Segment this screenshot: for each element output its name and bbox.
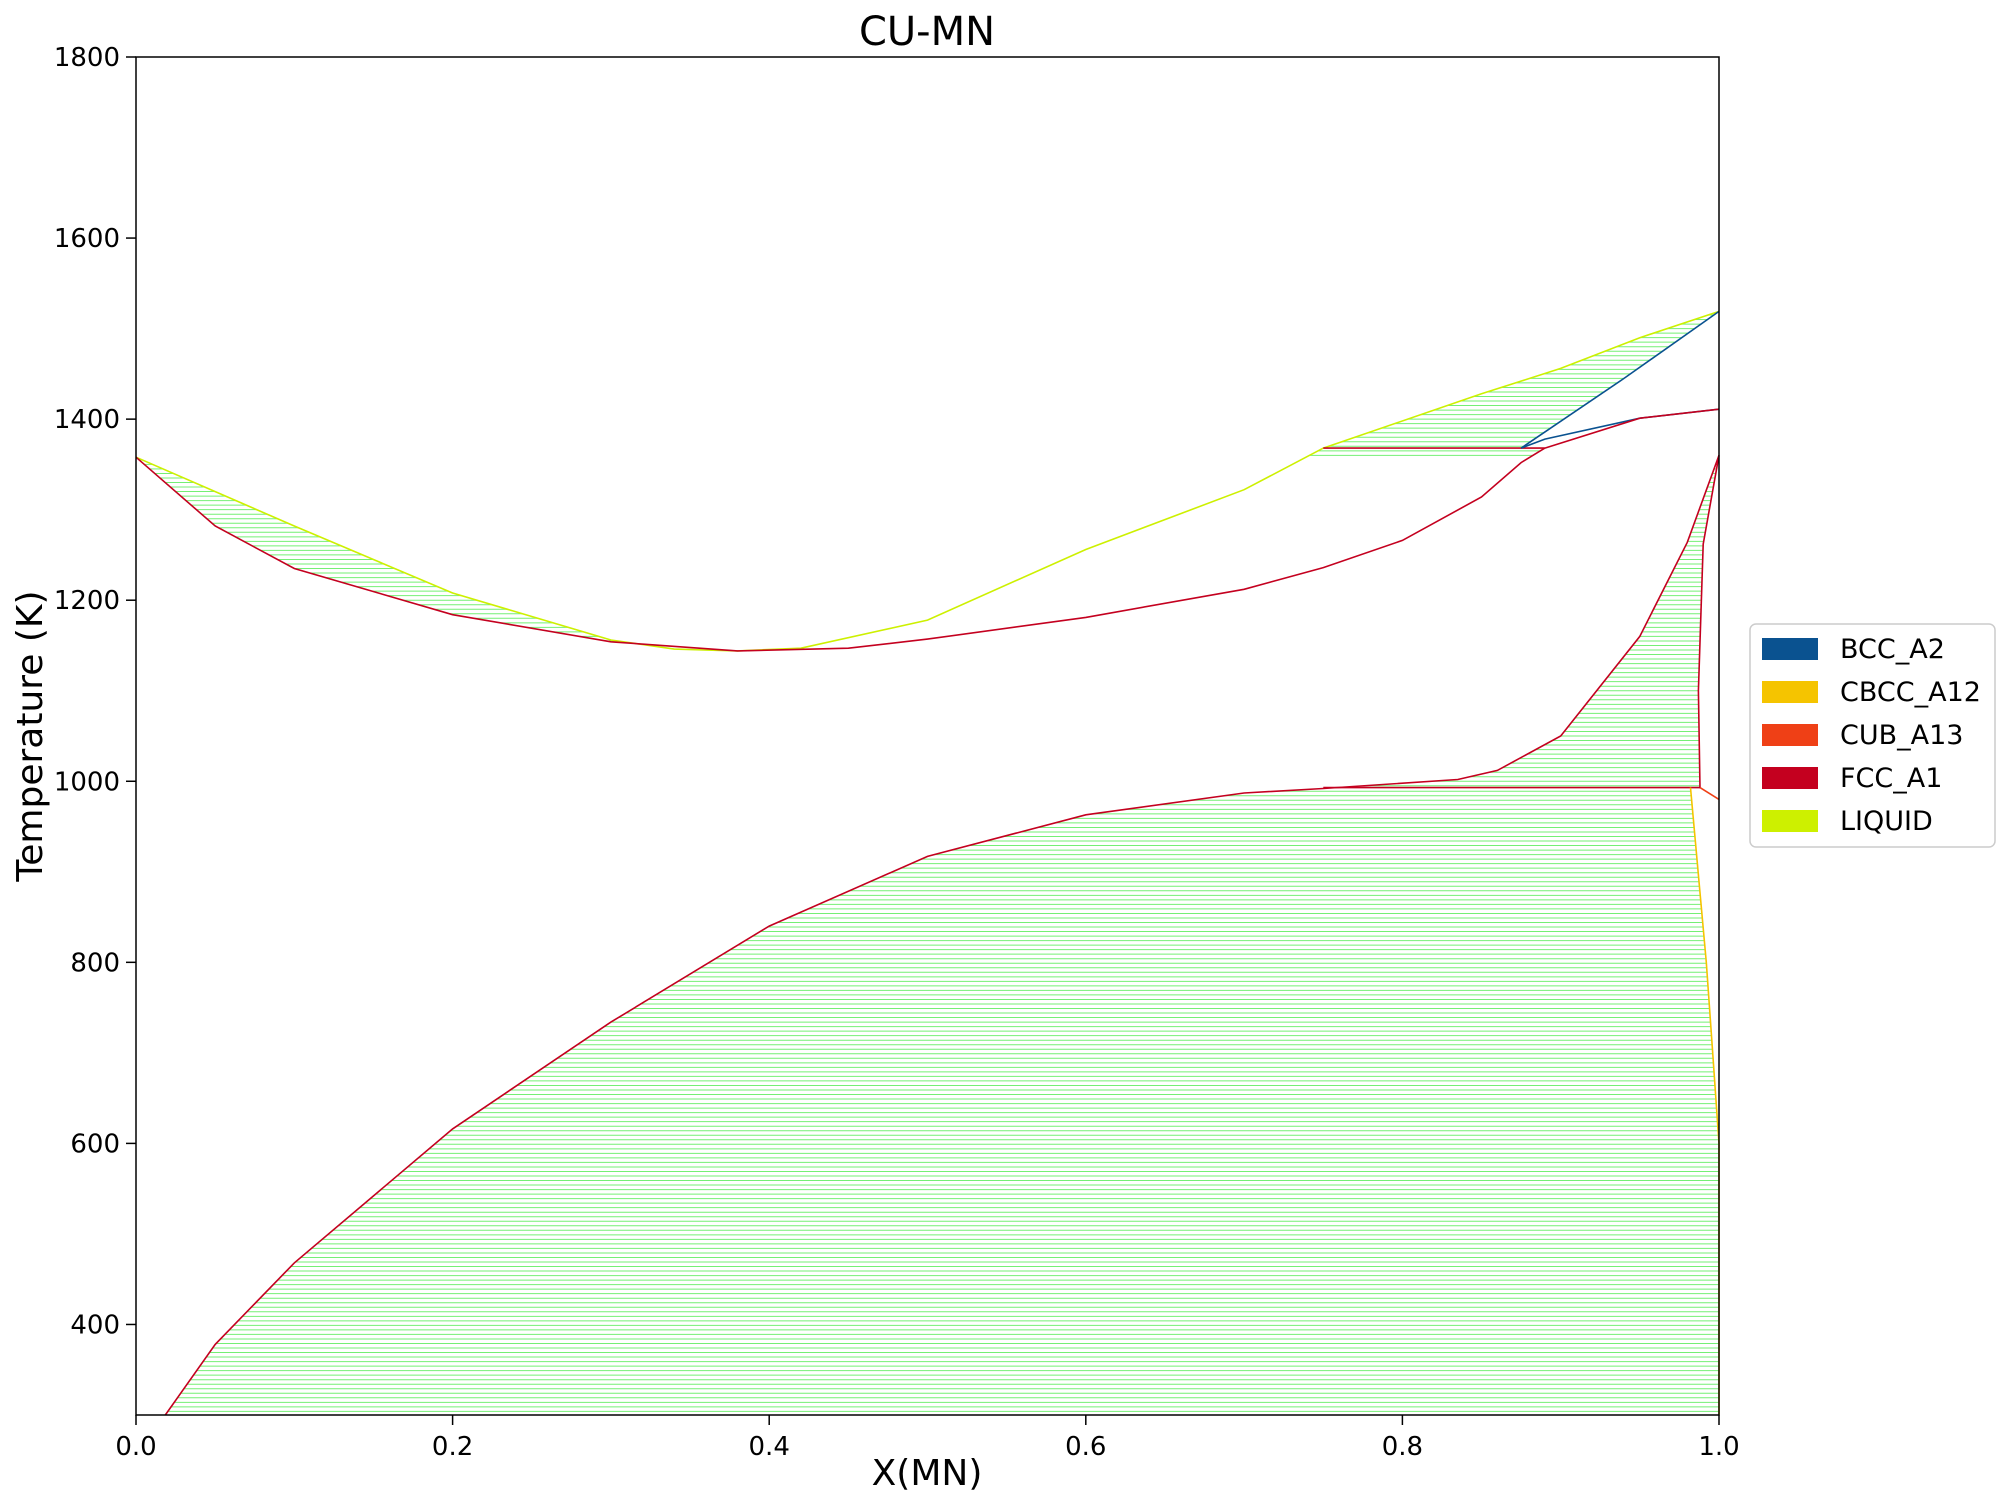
x-tick-label: 0.0 <box>115 1432 156 1462</box>
legend-label: BCC_A2 <box>1840 634 1945 665</box>
y-axis-ticks: 400 600 800 1000 1200 1400 1600 1800 <box>54 43 136 1340</box>
legend-label: LIQUID <box>1840 806 1933 837</box>
x-axis-label: X(MN) <box>872 1453 983 1494</box>
x-tick-label: 0.6 <box>1065 1432 1106 1462</box>
plot-frame <box>135 56 1720 1416</box>
phase-boundary-curves <box>135 310 1720 1416</box>
legend-swatch <box>1762 681 1818 703</box>
x-tick-label: 0.2 <box>432 1432 473 1462</box>
y-tick-label: 1800 <box>54 43 120 73</box>
phase-boundary-cub_a13 <box>1699 786 1720 801</box>
legend-swatch <box>1762 767 1818 789</box>
y-tick-label: 1600 <box>54 224 120 254</box>
chart-title: CU-MN <box>859 9 995 55</box>
x-axis-ticks: 0.0 0.2 0.4 0.6 0.8 1.0 <box>115 1415 1740 1462</box>
legend-label: FCC_A1 <box>1840 763 1942 794</box>
y-axis-label: Temperature (K) <box>10 590 51 882</box>
legend-swatch <box>1762 638 1818 660</box>
y-tick-label: 1400 <box>54 405 120 435</box>
x-tick-label: 0.4 <box>749 1432 790 1462</box>
legend-swatch <box>1762 810 1818 832</box>
y-tick-label: 600 <box>70 1129 120 1159</box>
y-tick-label: 400 <box>70 1310 120 1340</box>
tie-lines <box>139 314 1719 1412</box>
phase-boundary-fcc_a1 <box>164 455 1720 1416</box>
phase-boundary-fcc_a1 <box>1544 408 1720 449</box>
legend-label: CUB_A13 <box>1840 720 1963 751</box>
legend-box <box>1749 623 1996 848</box>
legend: BCC_A2 CBCC_A12 CUB_A13 FCC_A1 LIQUID <box>1749 623 1996 848</box>
phase-boundary-liquid <box>135 310 1720 652</box>
phase-boundary-bcc_a2 <box>1520 310 1720 449</box>
y-tick-label: 1200 <box>54 586 120 616</box>
y-tick-label: 1000 <box>54 767 120 797</box>
phase-boundary-fcc_a1 <box>1697 455 1720 789</box>
x-tick-label: 1.0 <box>1698 1432 1739 1462</box>
y-tick-label: 800 <box>70 948 120 978</box>
legend-label: CBCC_A12 <box>1840 677 1981 708</box>
x-tick-label: 0.8 <box>1382 1432 1423 1462</box>
legend-swatch <box>1762 724 1818 746</box>
phase-boundary-fcc_a1 <box>135 447 1546 652</box>
